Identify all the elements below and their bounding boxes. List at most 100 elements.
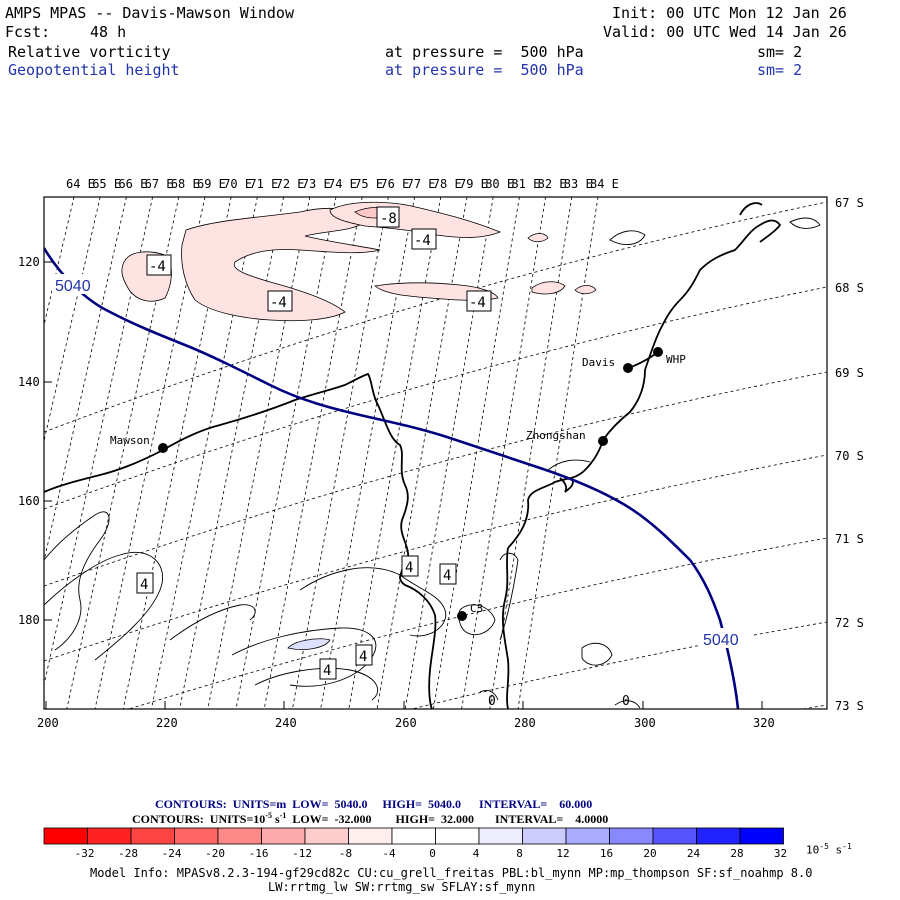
- colorbar-swatch: [652, 827, 697, 845]
- longitude-label: 74 E: [328, 177, 357, 191]
- height-contour-info: CONTOURS: UNITS=m LOW= 5040.0 HIGH= 5040…: [155, 797, 593, 811]
- colorbar-tick-label: 4: [472, 847, 480, 860]
- positive-vorticity-regions: [287, 638, 331, 650]
- colorbar-tick-label: 28: [730, 847, 744, 860]
- latitude-label: 72 S: [835, 616, 864, 630]
- colorbar-tick-label: -12: [292, 847, 312, 860]
- bottom-axis-ticks: [45, 701, 763, 709]
- station-whp-dot-icon: [653, 347, 663, 357]
- station-labels: Davis WHP Zhongshan Mawson C3: [110, 353, 686, 615]
- y-tick-160: 160: [18, 494, 40, 508]
- latitude-label: 67 S: [835, 196, 864, 210]
- vorticity-contours: [44, 217, 821, 709]
- vort-label-4-e: 4: [323, 663, 331, 679]
- map-title: AMPS MPAS -- Davis-Mawson Window: [5, 4, 294, 22]
- field2-name: Geopotential height: [8, 61, 180, 79]
- colorbar-swatch: [435, 827, 480, 845]
- x-tick-280: 280: [514, 716, 536, 730]
- x-tick-220: 220: [156, 716, 178, 730]
- negative-vorticity-regions: [121, 201, 597, 322]
- colorbar-swatch: [304, 827, 349, 845]
- vort-label-neg4-c: -4: [270, 295, 287, 311]
- longitude-label: 84 E: [590, 177, 619, 191]
- colorbar-tick-label: -8: [338, 847, 353, 860]
- left-axis-ticks: [44, 261, 52, 621]
- forecast-label: Fcst:: [5, 23, 51, 41]
- colorbar-tick-label: -28: [118, 847, 138, 860]
- colorbar-tick-label: 16: [599, 847, 614, 860]
- colorbar-tick-label: 20: [643, 847, 657, 860]
- longitude-label: 82 E: [537, 177, 567, 191]
- longitude-label: 69 E: [197, 177, 226, 191]
- station-label-mawson: Mawson: [110, 434, 150, 447]
- field2-smoothing: sm= 2: [757, 61, 803, 79]
- model-info: Model Info: MPASv8.2.3-194-gf29cd82c CU:…: [90, 866, 813, 880]
- longitude-label: 64 E: [66, 177, 95, 191]
- colorbar-tick-label: 24: [686, 847, 701, 860]
- latitude-label: 69 S: [835, 366, 864, 380]
- latitude-label: 68 S: [835, 281, 864, 295]
- longitude-label: 80 E: [485, 177, 515, 191]
- longitude-label: 81 E: [511, 177, 541, 191]
- longitude-label: 76 E: [380, 177, 410, 191]
- longitude-label: 65 E: [92, 177, 122, 191]
- colorbar-swatch: [217, 827, 262, 845]
- field2-level: at pressure = 500 hPa: [385, 61, 584, 79]
- colorbar-swatch: [522, 827, 567, 845]
- longitude-label: 79 E: [459, 177, 488, 191]
- vorticity-colorbar: [43, 827, 784, 845]
- vort-label-0-a: 0: [488, 694, 496, 709]
- longitude-label: 77 E: [406, 177, 436, 191]
- station-label-davis: Davis: [582, 356, 615, 369]
- colorbar-swatch: [478, 827, 523, 845]
- colorbar-tick-label: -4: [382, 847, 396, 860]
- field1-smoothing: sm= 2: [757, 43, 803, 61]
- vort-label-neg8: -8: [380, 211, 397, 227]
- x-tick-300: 300: [634, 716, 656, 730]
- init-time: Init: 00 UTC Mon 12 Jan 26: [612, 4, 847, 22]
- longitude-label: 83 E: [563, 177, 593, 191]
- station-label-zhongshan: Zhongshan: [526, 429, 586, 442]
- colorbar-tick-label: -24: [161, 847, 182, 860]
- colorbar-swatch: [739, 827, 784, 845]
- colorbar-swatch: [348, 827, 393, 845]
- station-label-whp: WHP: [666, 353, 686, 366]
- colorbar-swatch: [43, 827, 88, 845]
- field1-name: Relative vorticity: [8, 43, 171, 61]
- vort-label-4-d: 4: [359, 649, 367, 665]
- vort-label-4-b: 4: [405, 560, 413, 576]
- station-label-c3: C3: [470, 602, 483, 615]
- station-markers: [158, 347, 663, 621]
- latitude-label: 73 S: [835, 699, 864, 713]
- field1-level: at pressure = 500 hPa: [385, 43, 584, 61]
- longitude-label: 73 E: [301, 177, 331, 191]
- y-tick-120: 120: [18, 255, 40, 269]
- colorbar-swatch: [87, 827, 132, 845]
- station-mawson-dot-icon: [158, 443, 168, 453]
- x-tick-200: 200: [37, 716, 59, 730]
- height-label-5040-west: 5040: [55, 278, 91, 295]
- x-tick-240: 240: [275, 716, 297, 730]
- geopotential-height-contour-5040: [44, 247, 740, 709]
- longitude-label: 70 E: [223, 177, 253, 191]
- station-davis-dot-icon: [623, 363, 633, 373]
- station-c3-dot-icon: [457, 611, 467, 621]
- longitude-label: 71 E: [249, 177, 279, 191]
- longitude-label: 67 E: [144, 177, 174, 191]
- vort-label-0-b: 0: [622, 694, 630, 709]
- y-tick-180: 180: [18, 613, 40, 627]
- longitude-label: 66 E: [118, 177, 148, 191]
- vorticity-contour-info: CONTOURS: UNITS=10-5 s-1 LOW= -32.000 HI…: [132, 811, 609, 826]
- vort-label-4-c: 4: [443, 568, 451, 584]
- colorbar-swatch: [130, 827, 175, 845]
- model-info-physics: LW:rrtmg_lw SW:rrtmg_sw SFLAY:sf_mynn: [268, 880, 536, 894]
- colorbar-unit: 10-5 s-1: [806, 842, 852, 857]
- longitude-label: 75 E: [354, 177, 384, 191]
- colorbar-tick-label: 0: [429, 847, 436, 860]
- map-plot-area: -8 -4 -4 -4 -4 4 4 4 4 4 0 0: [44, 197, 827, 709]
- colorbar-tick-label: 8: [516, 847, 523, 860]
- latitude-label: 71 S: [835, 532, 864, 546]
- x-tick-260: 260: [395, 716, 417, 730]
- colorbar-tick-label: -32: [74, 847, 95, 860]
